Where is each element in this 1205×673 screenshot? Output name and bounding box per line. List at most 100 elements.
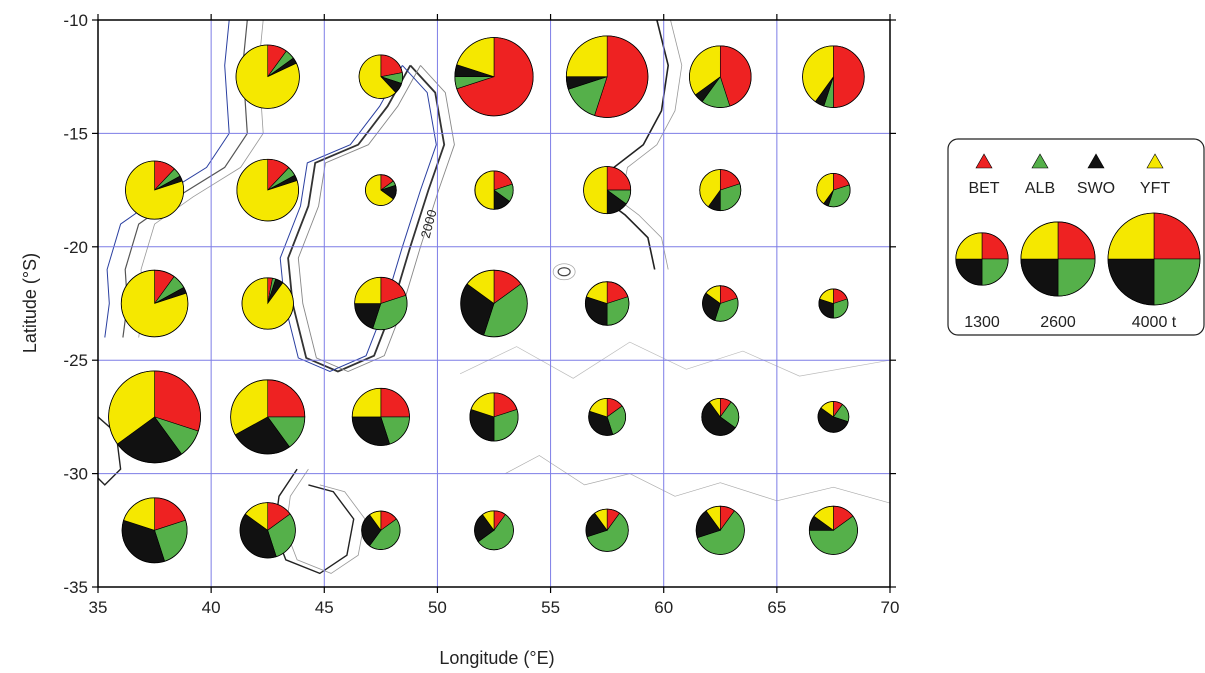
legend-label-swo: SWO	[1077, 180, 1115, 197]
catch-pie	[108, 370, 201, 464]
legend-swatch-swo	[1087, 153, 1105, 169]
catch-pie	[689, 45, 752, 108]
pie-outline	[699, 169, 742, 212]
pie-outline	[588, 397, 627, 436]
catch-pie	[454, 37, 534, 117]
catch-pie	[235, 44, 300, 109]
reunion-outer-contour	[552, 263, 576, 281]
pie-outline	[695, 505, 745, 555]
pie-outline	[236, 158, 299, 222]
catch-pie	[361, 510, 401, 550]
catch-pie	[702, 285, 739, 322]
plot-frame	[97, 19, 891, 588]
x-tick-label: 35	[89, 598, 108, 617]
axis-ticks: 35 40 45 50 55 60 65 70 -10 -15 -20 -25 -30 -35	[63, 11, 899, 617]
grid-lines	[98, 20, 890, 587]
pie-outline	[818, 288, 849, 319]
catch-pie	[818, 288, 849, 319]
madagascar-inner-contour	[279, 65, 437, 373]
catch-pie	[236, 158, 299, 222]
y-tick-label: -25	[63, 351, 88, 370]
catch-pie	[584, 281, 630, 326]
legend-label-bet: BET	[968, 180, 999, 197]
y-axis-label: Latitude (°S)	[20, 253, 40, 353]
legend-swatch-alb	[1031, 153, 1049, 169]
legend-size-label: 1300	[964, 314, 1000, 331]
x-tick-label: 55	[541, 598, 560, 617]
legend-size-pie	[1107, 212, 1201, 306]
legend-size-label: 2600	[1040, 314, 1076, 331]
catch-pie	[351, 387, 410, 446]
catch-pie	[565, 35, 649, 118]
pie-outline	[816, 172, 851, 208]
catch-pie	[125, 160, 185, 220]
reunion-contour	[557, 267, 571, 277]
x-tick-label: 40	[202, 598, 221, 617]
x-tick-label: 45	[315, 598, 334, 617]
x-axis-label: Longitude (°E)	[439, 648, 554, 668]
catch-pie	[474, 510, 514, 551]
catch-pie	[230, 379, 306, 455]
pie-outline	[808, 505, 858, 555]
pie-outline	[120, 269, 189, 338]
pie-outline	[108, 370, 201, 464]
pie-outline	[702, 285, 739, 322]
pie-outline	[241, 277, 294, 330]
pie-outline	[361, 510, 401, 550]
pie-outline	[354, 276, 408, 331]
south-bank-outer-contour	[285, 468, 366, 574]
pie-outline	[358, 54, 404, 99]
pie-outline	[365, 174, 397, 206]
pie-outline	[689, 45, 752, 108]
pie-outline	[474, 510, 514, 551]
mascarene-outer-contour	[620, 20, 683, 270]
pie-outline	[583, 166, 632, 215]
legend-size-pie	[955, 232, 1009, 286]
x-tick-label: 60	[654, 598, 673, 617]
catch-pie	[695, 505, 745, 555]
catch-pie	[802, 45, 865, 108]
x-tick-label: 70	[881, 598, 900, 617]
pie-outline	[565, 35, 649, 118]
catch-pies	[108, 35, 865, 564]
catch-pie	[817, 401, 850, 433]
legend-size-pie	[1020, 221, 1096, 297]
pie-outline	[454, 37, 534, 117]
basin-contour	[459, 341, 890, 379]
catch-pie	[588, 397, 627, 436]
catch-pie	[583, 166, 632, 215]
catch-pie	[121, 497, 188, 564]
pie-outline	[239, 502, 296, 559]
pie-outline	[125, 160, 185, 220]
catch-pie	[585, 508, 629, 552]
pie-outline	[235, 44, 300, 109]
pie-outline	[817, 401, 850, 433]
catch-pie	[699, 169, 742, 212]
ridge-contour-south	[505, 455, 890, 504]
catch-pie	[460, 269, 528, 338]
pie-outline	[1107, 212, 1201, 306]
catch-pie	[808, 505, 858, 555]
pie-outline	[585, 508, 629, 552]
catch-pie	[120, 269, 189, 338]
pie-outline	[230, 379, 306, 455]
pie-outline	[121, 497, 188, 564]
y-tick-label: -15	[63, 124, 88, 143]
pie-outline	[460, 269, 528, 338]
pie-outline	[1020, 221, 1096, 297]
catch-pie	[354, 276, 408, 331]
pie-outline	[351, 387, 410, 446]
pie-outline	[701, 397, 740, 436]
y-tick-label: -35	[63, 578, 88, 597]
y-tick-label: -10	[63, 11, 88, 30]
pie-outline	[955, 232, 1009, 286]
x-tick-label: 65	[767, 598, 786, 617]
pie-outline	[584, 281, 630, 326]
pie-outline	[802, 45, 865, 108]
legend-label-alb: ALB	[1025, 180, 1055, 197]
legend-size-label: 4000 t	[1132, 314, 1177, 331]
madagascar-coast	[287, 64, 446, 373]
catch-pie	[241, 277, 294, 330]
catch-pie	[365, 174, 397, 206]
